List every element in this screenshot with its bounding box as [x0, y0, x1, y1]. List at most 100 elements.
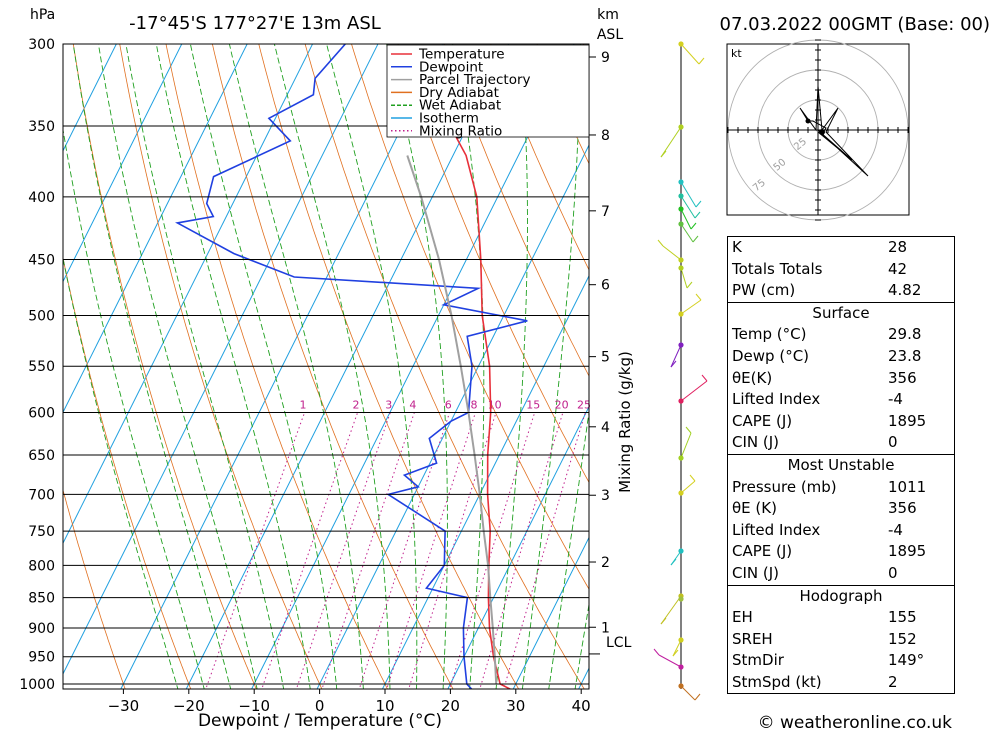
table-row: StmDir 149°	[728, 650, 954, 672]
dry-adiabat	[72, 44, 257, 689]
table-row: Temp (°C) 29.8	[728, 324, 954, 346]
x-tick-label: −10	[238, 697, 270, 715]
wind-barb-flag	[690, 222, 697, 230]
table-row: Lifted Index -4	[728, 520, 954, 542]
mixing-ratio-line	[386, 412, 476, 689]
row-value: 1895	[888, 542, 927, 561]
table-row: Pressure (mb) 1011	[728, 477, 954, 499]
wind-barb-flag	[685, 426, 692, 434]
row-label: Lifted Index	[732, 390, 821, 409]
wind-barb	[660, 126, 682, 158]
lcl-label: LCL	[606, 635, 632, 651]
wind-barb	[680, 685, 696, 701]
height-tick-label: 1	[601, 620, 610, 636]
wind-barb-flag	[689, 474, 696, 482]
indices-table: K 28 Totals Totals 42 PW (cm) 4.82 Surface Te…	[727, 236, 955, 695]
wind-barb	[670, 344, 682, 368]
wet-adiabat	[97, 44, 258, 689]
wind-barb	[680, 43, 700, 65]
mixing-ratio-label: 3	[385, 399, 392, 412]
wind-level-dot	[678, 683, 684, 689]
row-value: 4.82	[888, 281, 922, 300]
wet-adiabat	[155, 44, 311, 689]
height-unit-km: km	[597, 7, 619, 23]
wind-profile-column	[653, 41, 708, 701]
wind-barb-flag	[695, 200, 702, 208]
pressure-tick-label: 950	[28, 650, 55, 666]
wet-adiabat	[548, 409, 589, 689]
wind-level-dot	[678, 490, 684, 496]
wind-barb-flag	[694, 211, 701, 219]
most-unstable-title: Most Unstable	[787, 455, 895, 474]
dry-adiabat	[490, 44, 589, 271]
wind-level-dot	[678, 206, 684, 212]
wet-adiabat	[228, 44, 364, 689]
row-value: 149°	[888, 651, 925, 670]
x-tick-label: −20	[173, 697, 205, 715]
wind-barb	[658, 654, 682, 668]
wet-adiabat	[326, 44, 418, 689]
row-value: -4	[888, 390, 903, 409]
wet-adiabat	[521, 44, 581, 689]
wet-adiabat	[452, 44, 485, 689]
pressure-tick-label: 500	[28, 309, 55, 325]
height-tick-label: 6	[601, 278, 610, 294]
wet-adiabat	[495, 44, 528, 689]
pressure-tick-label: 900	[28, 621, 55, 637]
skew-t-diagram: 1 2 3 4 6 8 10 15 20 25 3003504004505005506006507…	[19, 7, 1000, 731]
series-layer	[175, 44, 528, 689]
row-value: 29.8	[888, 325, 922, 344]
table-row: EH 155	[728, 607, 954, 629]
x-tick-label: 20	[441, 697, 460, 715]
wind-barb	[662, 245, 682, 261]
row-label: StmSpd (kt)	[732, 672, 822, 691]
row-label: StmDir	[732, 651, 784, 670]
wind-barb	[680, 208, 692, 230]
dry-adiabat	[977, 7, 1000, 699]
wind-barb	[680, 480, 696, 494]
row-label: Pressure (mb)	[732, 477, 837, 496]
wind-level-dot	[678, 124, 684, 130]
row-label: SREH	[732, 629, 773, 648]
legend-label: Wet Adiabat	[419, 98, 501, 114]
row-value: 0	[888, 563, 898, 582]
dry-adiabat	[351, 44, 589, 590]
mixing-ratio-line	[205, 412, 306, 689]
legend-label: Temperature	[418, 47, 505, 63]
wind-level-dot	[678, 311, 684, 317]
table-row: Totals Totals 42	[728, 259, 954, 281]
hodograph-title: Hodograph	[799, 586, 883, 605]
row-label: K	[732, 238, 742, 256]
height-tick-label: 8	[601, 128, 610, 144]
table-row: CAPE (J) 1895	[728, 411, 954, 433]
mixing-ratio-label: 25	[577, 399, 591, 412]
wind-level-dot	[678, 398, 684, 404]
mixing-ratio-label: 20	[555, 399, 569, 412]
height-tick-label: 2	[601, 555, 610, 571]
wet-adiabat	[189, 44, 338, 689]
wind-level-dot	[678, 193, 684, 199]
wind-barb-flag	[670, 360, 677, 368]
dry-adiabat	[63, 256, 192, 689]
mixing-ratio-label: 1	[300, 399, 307, 412]
wind-level-dot	[678, 221, 684, 227]
grid-layer	[63, 7, 1000, 699]
row-label: CIN (J)	[732, 433, 780, 452]
dry-adiabat	[119, 44, 323, 689]
dry-adiabat	[258, 44, 520, 689]
row-label: CAPE (J)	[732, 411, 793, 430]
pressure-tick-label: 600	[28, 406, 55, 422]
mixing-ratio-labels: 1 2 3 4 6 8 10 15 20 25	[300, 399, 592, 412]
dry-adiabat	[443, 44, 589, 377]
mixing-ratio-line	[321, 412, 415, 689]
wind-barb	[680, 267, 688, 289]
parcel-trajectory-line	[406, 155, 498, 685]
row-value: 1011	[888, 477, 927, 496]
hodograph-point	[819, 129, 825, 135]
isotherm	[63, 44, 379, 676]
dry-adiabat	[165, 44, 388, 689]
credit-text: © weatheronline.co.uk	[758, 713, 953, 733]
height-unit-asl: ASL	[597, 27, 623, 43]
